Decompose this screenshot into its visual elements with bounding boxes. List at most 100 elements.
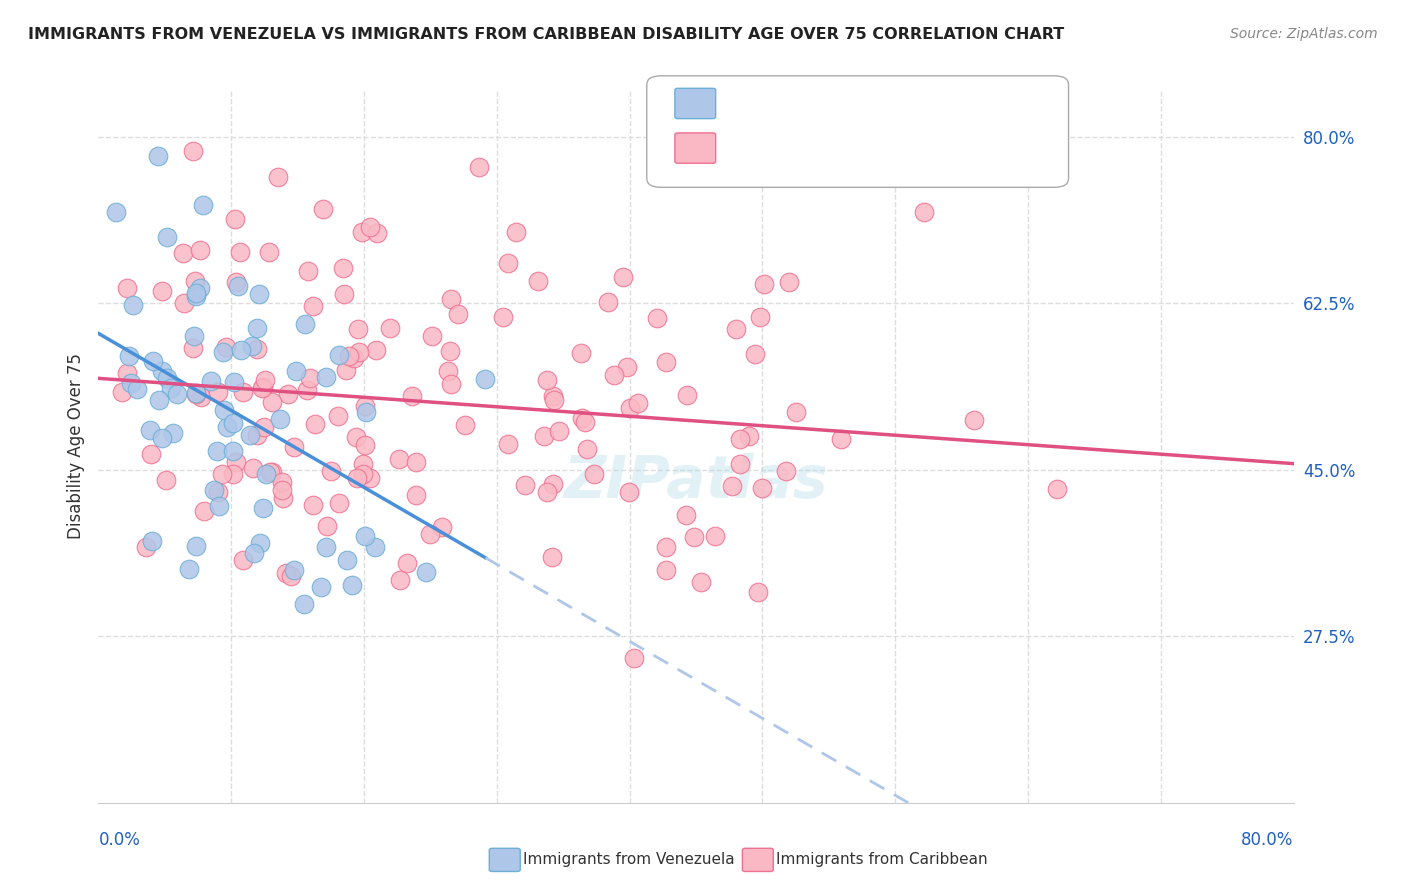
Point xyxy=(246,428,269,442)
Point xyxy=(725,322,748,336)
Point xyxy=(243,546,266,560)
Point xyxy=(231,343,253,357)
Point xyxy=(232,553,254,567)
Point xyxy=(598,294,620,309)
Point xyxy=(395,557,418,571)
Point xyxy=(173,296,195,310)
Point xyxy=(211,467,233,482)
Point xyxy=(280,569,302,583)
Point xyxy=(246,342,269,356)
Text: R =: R = xyxy=(723,94,759,112)
Point xyxy=(335,363,357,377)
Point xyxy=(721,478,744,492)
Point xyxy=(347,321,370,335)
Point xyxy=(415,565,437,579)
Point xyxy=(547,424,569,438)
Point xyxy=(785,405,807,419)
Point xyxy=(274,566,297,580)
Point xyxy=(211,345,233,359)
Text: 61: 61 xyxy=(858,94,880,112)
Point xyxy=(224,212,246,227)
Point xyxy=(315,370,337,384)
Point xyxy=(239,428,262,442)
Point xyxy=(963,413,986,427)
Point xyxy=(141,534,163,549)
Point xyxy=(232,384,254,399)
Point xyxy=(135,540,157,554)
Point xyxy=(346,471,368,485)
Point xyxy=(513,477,536,491)
Point xyxy=(492,310,515,324)
Point xyxy=(162,425,184,440)
Point xyxy=(212,403,235,417)
Point xyxy=(104,204,127,219)
Point xyxy=(319,464,342,478)
Point xyxy=(225,455,247,469)
Point xyxy=(309,580,332,594)
Point xyxy=(270,475,292,490)
Point xyxy=(229,245,252,260)
Point xyxy=(257,244,280,259)
Point xyxy=(363,540,385,554)
Text: 145: 145 xyxy=(858,138,893,156)
Point xyxy=(155,473,177,487)
Point xyxy=(343,351,366,365)
Point xyxy=(214,340,236,354)
Point xyxy=(354,399,377,413)
Point xyxy=(259,466,281,480)
Point xyxy=(612,270,634,285)
Point xyxy=(675,508,697,523)
Point xyxy=(655,540,678,554)
Point xyxy=(366,226,388,240)
Text: R =: R = xyxy=(723,138,759,156)
Text: N =: N = xyxy=(824,94,860,112)
Point xyxy=(271,483,294,497)
Y-axis label: Disability Age Over 75: Disability Age Over 75 xyxy=(66,353,84,539)
Point xyxy=(342,578,364,592)
Point xyxy=(250,380,273,394)
Point xyxy=(148,149,170,163)
Point xyxy=(166,386,188,401)
Text: 0.0%: 0.0% xyxy=(98,831,141,849)
Point xyxy=(207,499,229,513)
Point xyxy=(297,384,319,398)
Point xyxy=(496,255,519,269)
Point xyxy=(115,366,138,380)
Point xyxy=(254,467,277,482)
Point xyxy=(207,484,229,499)
Point xyxy=(454,417,477,432)
Point xyxy=(181,342,204,356)
Point xyxy=(344,430,367,444)
Point xyxy=(738,429,761,443)
Point xyxy=(184,539,207,553)
Point xyxy=(389,573,412,587)
Point xyxy=(619,485,641,500)
Point xyxy=(139,423,162,437)
Point xyxy=(364,343,387,357)
Point xyxy=(683,530,706,544)
Point xyxy=(247,287,270,301)
Point xyxy=(405,488,427,502)
Point xyxy=(419,526,441,541)
Point xyxy=(184,274,207,288)
Point xyxy=(202,483,225,497)
Point xyxy=(543,389,565,403)
Point xyxy=(283,563,305,577)
Point xyxy=(184,288,207,302)
Text: Source: ZipAtlas.com: Source: ZipAtlas.com xyxy=(1230,27,1378,41)
Point xyxy=(623,651,645,665)
Text: IMMIGRANTS FROM VENEZUELA VS IMMIGRANTS FROM CARIBBEAN DISABILITY AGE OVER 75 CO: IMMIGRANTS FROM VENEZUELA VS IMMIGRANTS … xyxy=(28,27,1064,42)
Point xyxy=(267,170,290,185)
Point xyxy=(200,374,222,388)
Point xyxy=(181,144,204,158)
Point xyxy=(188,243,211,257)
Text: Immigrants from Venezuela: Immigrants from Venezuela xyxy=(523,853,735,867)
Point xyxy=(150,285,173,299)
Point xyxy=(748,310,770,324)
Point xyxy=(505,225,527,239)
Point xyxy=(277,387,299,401)
Point xyxy=(183,328,205,343)
Point xyxy=(582,467,605,481)
Point xyxy=(1046,482,1069,496)
Point xyxy=(262,394,284,409)
